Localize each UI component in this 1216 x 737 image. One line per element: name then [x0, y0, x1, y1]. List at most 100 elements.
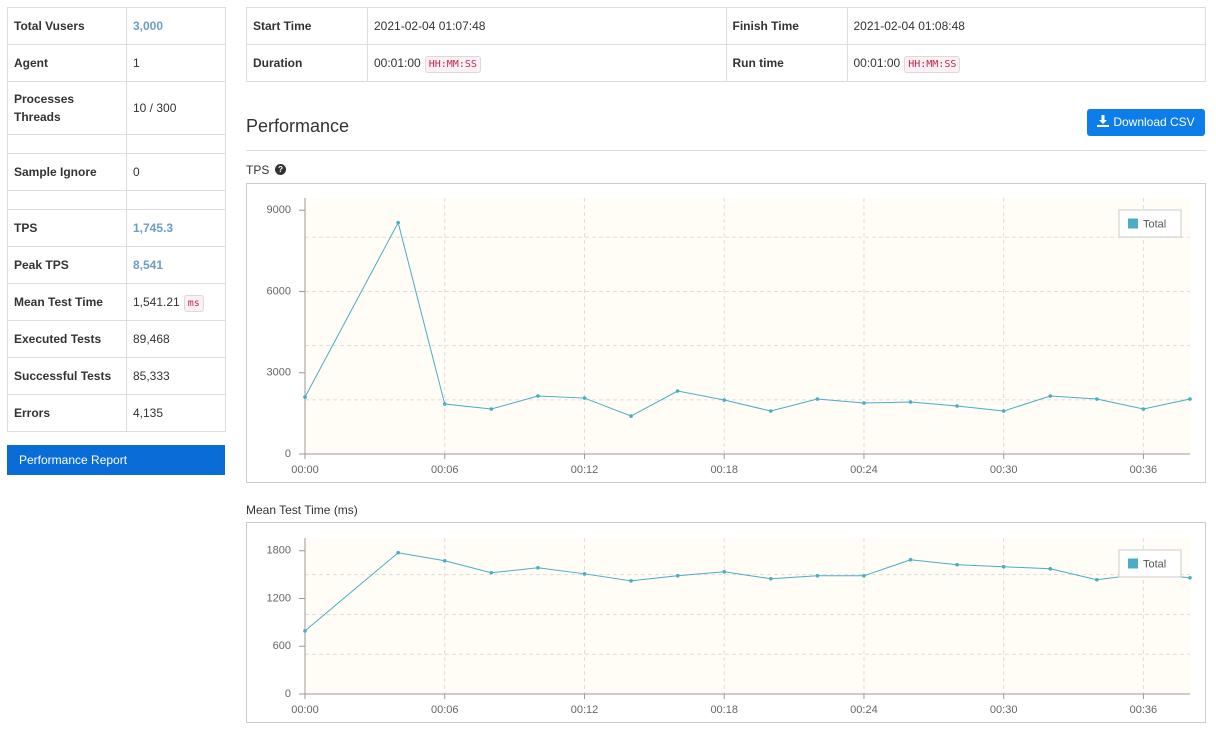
- download-icon: [1097, 115, 1110, 127]
- label: Total Vusers: [7, 7, 127, 45]
- chart-label: Mean Test Time (ms): [246, 503, 358, 517]
- row: Executed Tests 89,468: [7, 320, 226, 358]
- row-spacer: [7, 190, 226, 210]
- legend-swatch: [1128, 218, 1138, 229]
- data-point: [442, 558, 447, 563]
- section-title: Performance: [246, 116, 350, 136]
- data-point: [768, 409, 773, 413]
- x-tick-label: 00:36: [1130, 704, 1158, 716]
- x-tick-label: 00:30: [990, 704, 1018, 716]
- value: 10 / 300: [126, 81, 226, 135]
- data-point: [1188, 397, 1192, 401]
- value: 89,468: [126, 320, 226, 358]
- legend-label: Total: [1143, 558, 1166, 570]
- x-tick-label: 00:36: [1130, 464, 1158, 476]
- chart-title: TPS: [246, 163, 270, 177]
- data-point: [815, 397, 820, 401]
- value: 4,135: [126, 394, 226, 432]
- data-point: [908, 557, 913, 562]
- x-tick-label: 00:06: [431, 704, 459, 716]
- label: Executed Tests: [7, 320, 127, 358]
- button-label: Download CSV: [1113, 115, 1195, 129]
- value-cell: 1,541.21 ms: [126, 283, 226, 321]
- row: Total Vusers 3,000: [7, 7, 226, 45]
- label: TPS: [7, 209, 127, 247]
- value: 0: [126, 153, 226, 191]
- data-point: [1048, 567, 1053, 571]
- y-tick-label: 0: [285, 448, 291, 460]
- data-point: [1188, 575, 1192, 580]
- value: 00:01:00: [853, 56, 901, 70]
- value: 1: [126, 44, 226, 82]
- data-point: [768, 576, 773, 581]
- data-point: [396, 550, 400, 555]
- label: Run time: [725, 44, 848, 82]
- data-point: [536, 394, 540, 398]
- x-tick-label: 00:00: [291, 464, 319, 476]
- tps-chart: 0 3000 6000 9000 00:00 00:06 00:12 00:18 00:24 00…: [246, 183, 1206, 483]
- performance-report-button[interactable]: Performance Report: [7, 445, 225, 475]
- format: HH:MM:SS: [904, 56, 961, 73]
- data-point: [862, 574, 866, 578]
- data-point: [536, 565, 540, 570]
- y-tick-label: 600: [273, 640, 291, 652]
- row: Processes Threads 10 / 300: [7, 81, 226, 135]
- data-point: [722, 398, 727, 402]
- x-tick-label: 00:30: [990, 464, 1018, 476]
- plot-area: [305, 538, 1190, 694]
- legend-label: Total: [1143, 218, 1166, 230]
- row-spacer: [7, 134, 226, 154]
- data-point: [489, 570, 494, 575]
- value: 1,745.3: [126, 209, 226, 247]
- data-point: [442, 402, 447, 406]
- y-tick-label: 9000: [267, 204, 291, 216]
- label: Finish Time: [725, 7, 848, 45]
- plot-area: [305, 198, 1190, 454]
- value: 3,000: [126, 7, 226, 45]
- data-point: [908, 400, 913, 404]
- data-point: [1048, 394, 1053, 398]
- x-tick-label: 00:18: [710, 704, 738, 716]
- label: Peak TPS: [7, 246, 127, 284]
- data-point: [722, 569, 727, 574]
- row: Duration 00:01:00 HH:MM:SS Run time 00:01…: [246, 44, 1206, 82]
- row: Agent 1: [7, 44, 226, 82]
- data-point: [489, 407, 494, 411]
- svg-text:?: ?: [278, 165, 283, 174]
- data-point: [1095, 577, 1099, 582]
- format: HH:MM:SS: [424, 56, 481, 73]
- data-point: [675, 389, 680, 393]
- label: Errors: [7, 394, 127, 432]
- download-csv-button[interactable]: Download CSV: [1087, 109, 1205, 136]
- y-tick-label: 0: [285, 688, 291, 700]
- chart-title: Mean Test Time (ms): [246, 503, 358, 517]
- data-point: [1001, 564, 1006, 569]
- value: 2021-02-04 01:07:48: [367, 7, 727, 45]
- value: 8,541: [126, 246, 226, 284]
- row: Peak TPS 8,541: [7, 246, 226, 284]
- value-cell: 00:01:00 HH:MM:SS: [367, 44, 727, 82]
- y-tick-label: 6000: [267, 285, 291, 297]
- data-point: [675, 574, 680, 578]
- y-tick-label: 3000: [267, 367, 291, 379]
- data-point: [629, 414, 633, 418]
- summary-table: Total Vusers 3,000 Agent 1 Processes Threa…: [7, 7, 226, 432]
- divider: [246, 150, 1206, 151]
- value: 1,541.21: [133, 295, 180, 309]
- label: Agent: [7, 44, 127, 82]
- x-tick-label: 00:12: [571, 704, 599, 716]
- data-point: [955, 562, 959, 567]
- chart-label: TPS ?: [246, 163, 286, 177]
- x-tick-label: 00:06: [431, 464, 459, 476]
- legend-swatch: [1128, 558, 1138, 569]
- label: Sample Ignore: [7, 153, 127, 191]
- data-point: [303, 395, 307, 399]
- value: 85,333: [126, 357, 226, 395]
- row: Sample Ignore 0: [7, 153, 226, 191]
- row: Mean Test Time 1,541.21 ms: [7, 283, 226, 321]
- unit: ms: [183, 295, 204, 312]
- data-point: [862, 401, 866, 405]
- label: Start Time: [246, 7, 368, 45]
- data-point: [396, 220, 400, 225]
